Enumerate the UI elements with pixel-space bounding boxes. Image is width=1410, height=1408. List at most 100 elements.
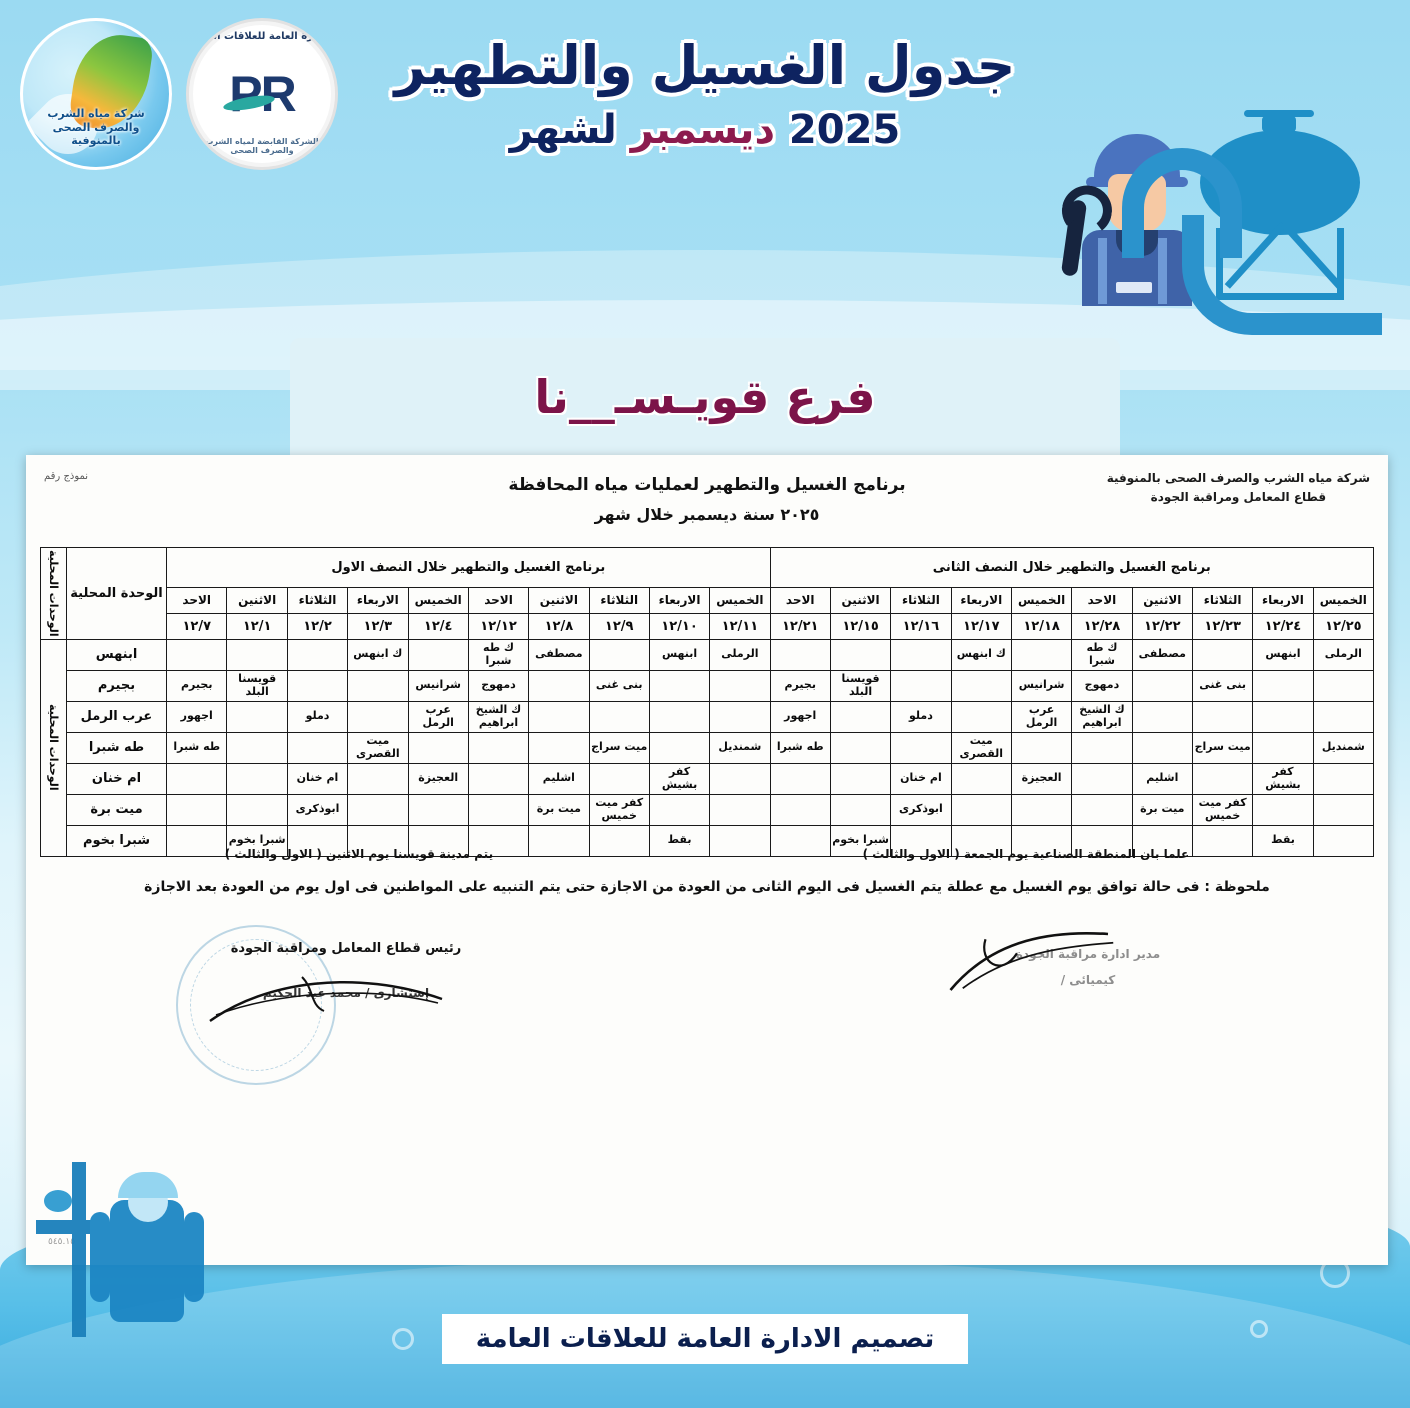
cell-second-r3-c7 xyxy=(890,731,952,764)
date-header-first-6: ١٢/٣ xyxy=(347,612,409,640)
cell-first-r4-c1: كفر بشيش xyxy=(648,762,711,795)
cell-first-r1-c7 xyxy=(286,669,349,702)
table-body: الرملى ابنهس مصطفى ك طه شبرا ك ابنهس الرملى اب… xyxy=(40,638,1375,857)
cell-first-r3-c7 xyxy=(286,731,349,764)
cell-first-r3-c1 xyxy=(648,731,711,764)
cell-first-r6-c6 xyxy=(347,824,409,857)
cell-second-r2-c7: دملو xyxy=(890,700,952,733)
cell-first-r0-c4: ك طه شبرا xyxy=(467,638,530,671)
cell-second-r4-c0 xyxy=(1312,762,1375,795)
cell-first-r2-c8 xyxy=(226,700,288,733)
unit-name-1: بجيرم xyxy=(66,669,167,702)
cell-first-r6-c8: شبرا بخوم xyxy=(226,824,288,857)
tank-bar-icon xyxy=(1244,110,1314,117)
cell-second-r5-c6 xyxy=(950,793,1012,826)
document-org-header: شركة مياه الشرب والصرف الصحى بالمنوفية ق… xyxy=(1107,469,1370,507)
cell-second-r1-c3 xyxy=(1131,669,1193,702)
day-header-first-0: الخميس xyxy=(709,586,771,614)
water-company-label: شركة مياه الشرب والصرف الصحى بالمنوفية xyxy=(28,107,164,148)
cell-first-r6-c1: بقط xyxy=(648,824,711,857)
cell-second-r6-c2 xyxy=(1191,824,1254,857)
cell-first-r1-c2: بنى غنى xyxy=(588,669,650,702)
subtitle-prefix: لشهر xyxy=(509,106,617,153)
date-header-first-0: ١٢/١١ xyxy=(709,612,771,640)
cell-second-r0-c7 xyxy=(890,638,952,671)
pr-ring-top-label: الإدارة العامة للعلاقات العامة xyxy=(191,31,333,42)
water-company-line2: والصرف الصحى بالمنوفية xyxy=(52,120,140,148)
day-header-first-1: الاربعاء xyxy=(648,586,711,614)
strap-icon xyxy=(1098,238,1107,304)
cell-second-r3-c1 xyxy=(1252,731,1314,764)
day-header-second-4: الاحد xyxy=(1071,586,1133,614)
cell-first-r0-c6: ك ابنهس xyxy=(347,638,409,671)
signature-left-name: إستشارى / محمد عبد الحكيم xyxy=(262,986,430,1000)
unit-name-5: ميت برة xyxy=(66,793,167,826)
date-header-first-5: ١٢/٤ xyxy=(407,612,469,640)
cell-second-r5-c5 xyxy=(1010,793,1073,826)
cell-second-r0-c1: ابنهس xyxy=(1252,638,1314,671)
table-header: برنامج الغسيل والتطهير خلال النصف الثانى… xyxy=(40,547,1375,640)
day-header-first-5: الخميس xyxy=(407,586,469,614)
unit-name-3: طه شبرا xyxy=(66,731,167,764)
cell-second-r0-c9 xyxy=(769,638,831,671)
cell-second-r2-c5: عرب الرمل xyxy=(1010,700,1073,733)
signature-right-line1: مدير ادارة مراقبة الجودة xyxy=(1015,947,1161,961)
signature-block-right: مدير ادارة مراقبة الجودة كيميائى / xyxy=(908,931,1268,994)
cell-first-r4-c6 xyxy=(347,762,409,795)
cell-second-r2-c2 xyxy=(1191,700,1254,733)
date-header-second-5: ١٢/١٨ xyxy=(1010,612,1073,640)
cell-second-r3-c6: ميت القصرى xyxy=(950,731,1012,764)
cell-first-r6-c2 xyxy=(588,824,650,857)
cell-second-r3-c0: شمنديل xyxy=(1312,731,1375,764)
cell-second-r5-c3: ميت برة xyxy=(1131,793,1193,826)
cell-first-r3-c8 xyxy=(226,731,288,764)
cell-first-r1-c9: بجيرم xyxy=(165,669,228,702)
cell-first-r6-c0 xyxy=(709,824,771,857)
cell-first-r5-c4 xyxy=(467,793,530,826)
cell-first-r2-c5: عرب الرمل xyxy=(407,700,469,733)
date-header-second-6: ١٢/١٧ xyxy=(950,612,1012,640)
cell-first-r3-c3 xyxy=(528,731,590,764)
day-header-second-0: الخميس xyxy=(1312,586,1375,614)
cell-second-r1-c0 xyxy=(1312,669,1375,702)
signature-left-title: رئيس قطاع المعامل ومراقبة الجودة xyxy=(230,941,462,956)
cell-first-r5-c0 xyxy=(709,793,771,826)
cell-second-r3-c3 xyxy=(1131,731,1193,764)
cell-first-r3-c6: ميت القصرى xyxy=(347,731,409,764)
doc-month-prefix: خلال شهر xyxy=(594,505,674,524)
cell-second-r0-c5 xyxy=(1010,638,1073,671)
cell-first-r4-c7: ام خنان xyxy=(286,762,349,795)
cell-second-r0-c4: ك طه شبرا xyxy=(1071,638,1133,671)
cell-second-r2-c1 xyxy=(1252,700,1314,733)
cell-second-r1-c6 xyxy=(950,669,1012,702)
cell-second-r4-c6 xyxy=(950,762,1012,795)
bottom-worker-illustration xyxy=(36,1156,266,1346)
cell-first-r3-c4 xyxy=(467,731,530,764)
date-header-first-1: ١٢/١٠ xyxy=(648,612,711,640)
table-group-row: برنامج الغسيل والتطهير خلال النصف الثانى… xyxy=(40,547,1375,640)
cell-second-r2-c6 xyxy=(950,700,1012,733)
cell-first-r5-c5 xyxy=(407,793,469,826)
cell-first-r0-c8 xyxy=(226,638,288,671)
cell-first-r2-c9: اجهور xyxy=(165,700,228,733)
cell-second-r6-c1: بقط xyxy=(1252,824,1314,857)
cell-first-r4-c8 xyxy=(226,762,288,795)
document-form-number: نموذج رقم xyxy=(44,471,89,482)
cell-second-r4-c7: ام خنان xyxy=(890,762,952,795)
date-header-first-8: ١٢/١ xyxy=(226,612,288,640)
cell-first-r6-c9 xyxy=(165,824,228,857)
day-header-first-9: الاحد xyxy=(165,586,228,614)
cell-first-r0-c2 xyxy=(588,638,650,671)
cell-first-r6-c4 xyxy=(467,824,530,857)
date-header-second-7: ١٢/١٦ xyxy=(890,612,952,640)
cell-first-r3-c2: ميت سراج xyxy=(588,731,650,764)
water-company-logo: شركة مياه الشرب والصرف الصحى بالمنوفية xyxy=(20,18,172,170)
cell-first-r4-c4 xyxy=(467,762,530,795)
cell-second-r6-c4 xyxy=(1071,824,1133,857)
doc-year-label: سنة xyxy=(742,505,775,524)
unit-name-6: شبرا بخوم xyxy=(66,824,167,857)
doc-year-value: ٢٠٢٥ xyxy=(780,505,820,524)
table-row: بنى غنى دمهوج شرانيس قويسنا البلد بجيرم بنى غ… xyxy=(41,669,1375,702)
cell-second-r3-c8 xyxy=(829,731,892,764)
cell-first-r0-c9 xyxy=(165,638,228,671)
